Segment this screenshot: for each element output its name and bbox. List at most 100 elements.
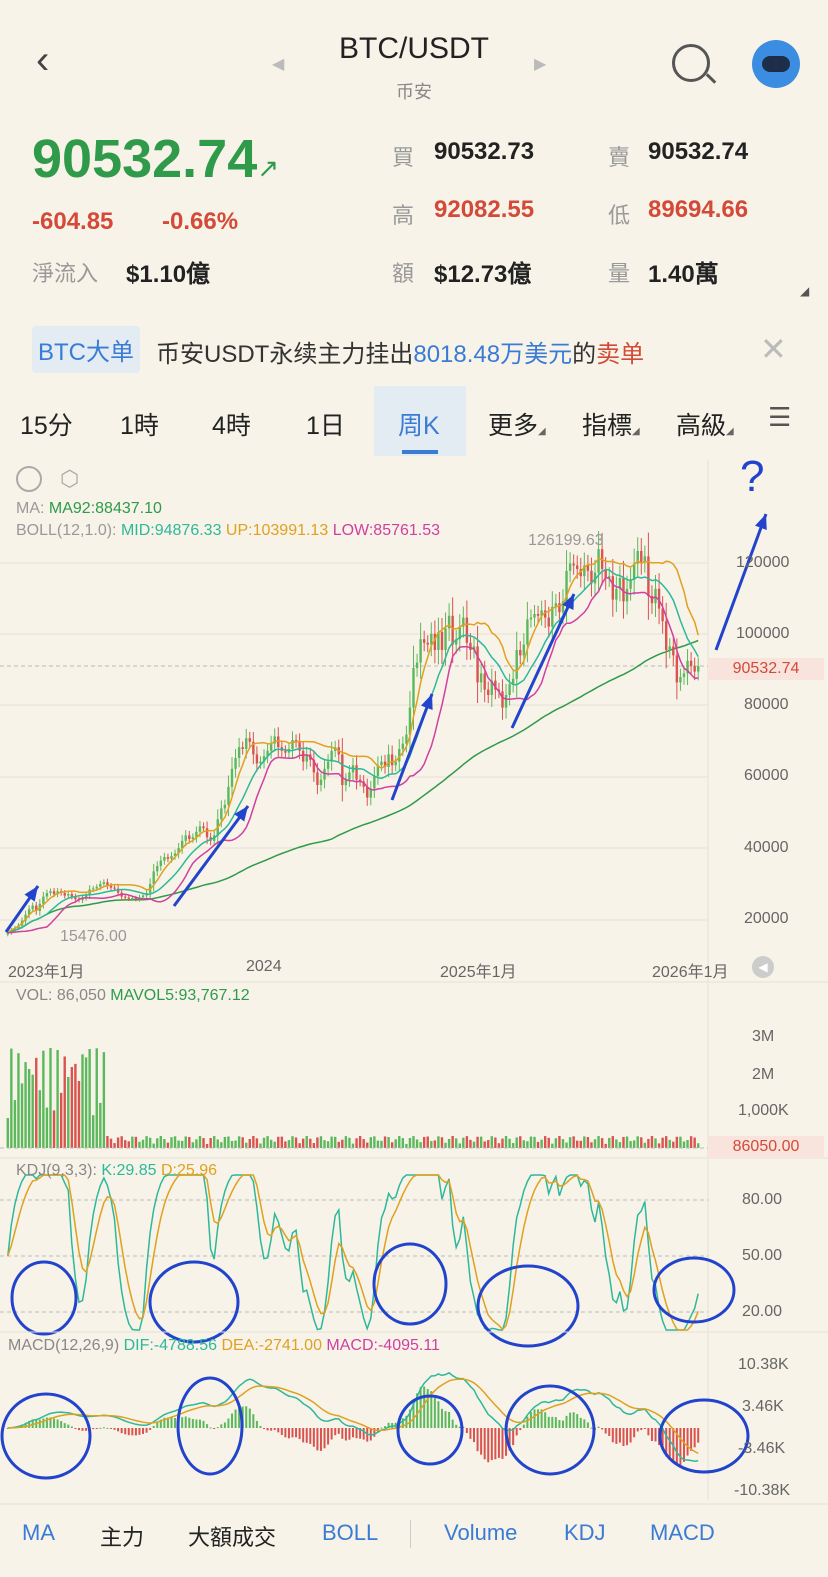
macd-bar [312, 1428, 315, 1447]
ask-value: 90532.74 [648, 138, 749, 165]
bottom-tab-kdj[interactable]: KDJ [564, 1520, 606, 1545]
candle-body [686, 660, 689, 674]
candle-body [106, 882, 109, 886]
volume-bar [412, 1136, 415, 1148]
avatar[interactable] [752, 40, 800, 88]
close-icon[interactable]: ✕ [760, 331, 787, 367]
macd-bar [537, 1409, 540, 1428]
candle-body [618, 578, 622, 589]
macd-bar [679, 1428, 682, 1465]
candle-body [319, 779, 323, 785]
macd-bar [102, 1427, 105, 1429]
volume-bar [355, 1138, 358, 1148]
bottom-tab-large-trades[interactable]: 大額成交 [188, 1525, 277, 1550]
volume-bar [184, 1136, 187, 1148]
collapse-icon[interactable] [16, 466, 42, 492]
trend-arrow-head [234, 806, 248, 822]
tab-4h[interactable]: 4時 [212, 412, 251, 440]
macd-bar [188, 1417, 191, 1428]
macd-bar [551, 1416, 554, 1428]
macd-bar [28, 1420, 31, 1428]
price-tick: 60000 [744, 767, 789, 784]
volume-bar [106, 1136, 109, 1148]
tab-indicators[interactable]: 指標◢ [582, 412, 640, 440]
bottom-tab-ma[interactable]: MA [22, 1520, 55, 1545]
x-tick: 2024 [246, 958, 282, 975]
candle-body [643, 556, 647, 562]
tab-15m[interactable]: 15分 [20, 412, 73, 440]
expand-corner-icon[interactable]: ◢ [800, 284, 810, 298]
price-change: -604.85 [32, 208, 114, 235]
tab-1d[interactable]: 1日 [306, 412, 345, 440]
tab-advanced[interactable]: 高級◢ [676, 412, 734, 440]
volume-bar [27, 1069, 31, 1148]
macd-bar [622, 1428, 625, 1446]
macd-bar [223, 1422, 226, 1428]
high-label: 高 [392, 203, 415, 228]
volume-bar [398, 1136, 401, 1148]
macd-bar [522, 1424, 525, 1428]
candle-body [159, 860, 163, 866]
bottom-tab-macd[interactable]: MACD [650, 1520, 715, 1545]
volume-bar [647, 1138, 650, 1148]
macd-bar [668, 1428, 671, 1459]
tab-more[interactable]: 更多◢ [488, 412, 546, 440]
candle-body [252, 741, 255, 755]
macd-bar [163, 1417, 166, 1428]
candle-body [487, 689, 490, 695]
search-icon[interactable] [672, 44, 710, 82]
tab-1h[interactable]: 1時 [120, 412, 159, 440]
bottom-tab-volume[interactable]: Volume [444, 1520, 518, 1545]
big-order-text[interactable]: 币安USDT永续主力挂出8018.48万美元的卖单 [156, 341, 645, 368]
boll-up-line [7, 557, 699, 934]
bottom-tab-main-force[interactable]: 主力 [100, 1525, 145, 1550]
bottom-tab-boll[interactable]: BOLL [322, 1520, 379, 1545]
candle-body [679, 677, 682, 683]
macd-bar [234, 1409, 237, 1428]
kdj-tick: 20.00 [742, 1303, 783, 1320]
candle-body [156, 866, 159, 872]
candle-body [672, 646, 675, 656]
candle-body [476, 646, 479, 683]
macd-bar [252, 1414, 255, 1428]
rewind-icon[interactable]: ◀ [752, 956, 774, 978]
volume-bar [337, 1141, 340, 1148]
macd-bar [430, 1391, 433, 1428]
volume-bar [269, 1139, 273, 1148]
volume-bar [166, 1142, 170, 1148]
volume-bar [636, 1136, 639, 1148]
volume-bar [373, 1136, 376, 1148]
bottom-divider [410, 1520, 411, 1548]
tab-active-highlight [374, 386, 466, 456]
candle-body [291, 740, 294, 749]
candle-body [301, 750, 305, 762]
volume-bar [629, 1141, 632, 1148]
volume-bar [590, 1142, 593, 1148]
volume-bar [487, 1140, 490, 1148]
chart-settings-icon[interactable]: ☰ [768, 402, 792, 432]
volume-bar [401, 1138, 405, 1148]
candle-body [31, 905, 34, 910]
tab-weekly[interactable]: 周K [398, 412, 440, 440]
next-pair-icon[interactable]: ▶ [534, 56, 547, 73]
settings-hex-icon[interactable]: ⬡ [60, 466, 80, 491]
trend-arrow-head [24, 886, 38, 902]
volume-bar [568, 1137, 572, 1148]
amount-label: 額 [392, 261, 415, 286]
candle-body [24, 914, 27, 921]
macd-bar [259, 1425, 262, 1428]
macd-bar [369, 1428, 372, 1441]
macd-bar [416, 1393, 419, 1428]
volume-bar [625, 1136, 629, 1148]
back-icon[interactable]: ‹ [36, 38, 50, 82]
candle-body [348, 772, 351, 780]
candle-body [408, 707, 412, 735]
macd-bar [337, 1428, 340, 1434]
macd-bar [633, 1428, 636, 1438]
candle-body [455, 639, 458, 645]
macd-bar [455, 1424, 458, 1428]
candle-body [615, 588, 618, 600]
prev-pair-icon[interactable]: ◀ [272, 56, 285, 73]
volume-bar [497, 1143, 501, 1148]
